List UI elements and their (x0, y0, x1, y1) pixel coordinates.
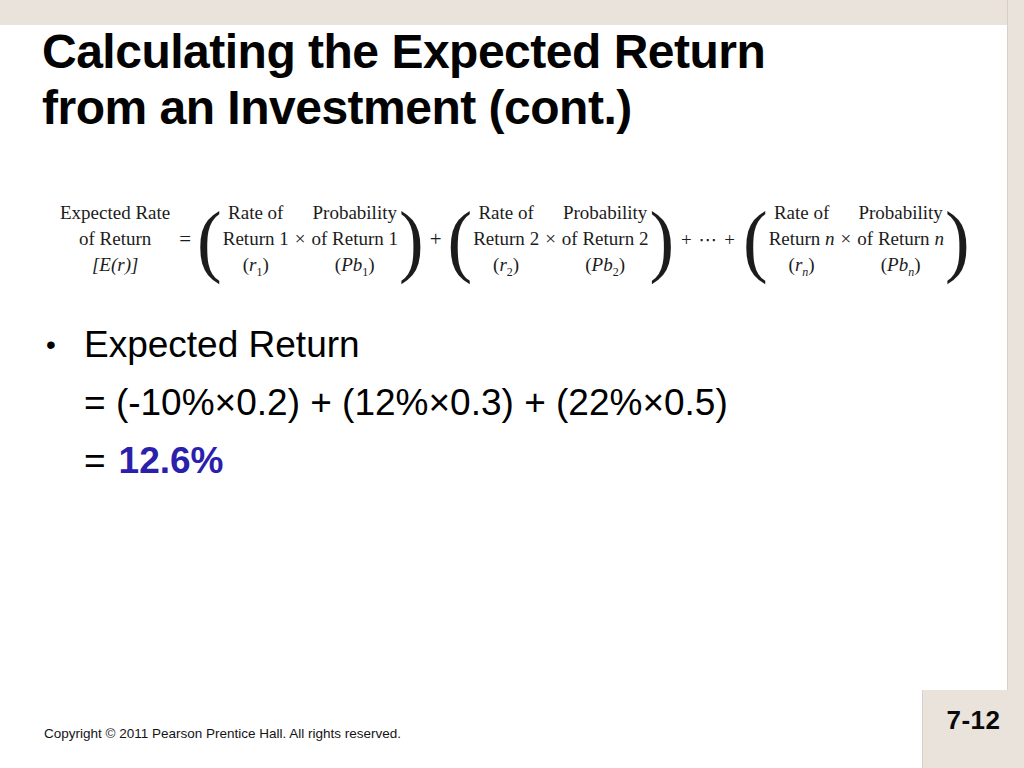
ellipsis-plus: + ⋯ + (681, 228, 736, 251)
prob-line1: Probability (313, 200, 397, 226)
plus-sign: + (430, 227, 442, 252)
bullet-marker: • (46, 329, 84, 361)
slide-title: Calculating the Expected Return from an … (42, 24, 765, 136)
prob-line2: of Return 2 (562, 226, 649, 252)
formula-lhs: Expected Rate of Return [E(r)] (60, 200, 170, 278)
prob-line2: of Return n (857, 226, 944, 252)
copyright-notice: Copyright © 2011 Pearson Prentice Hall. … (44, 726, 401, 741)
multiply-sign: × (841, 228, 852, 250)
page-number-box: 7-12 (922, 690, 1024, 768)
formula-rate-term-1: Rate of Return 1 (r1) (223, 200, 289, 278)
rate-line1: Rate of (228, 200, 283, 226)
multiply-sign: × (295, 228, 306, 250)
formula-lhs-line1: Expected Rate (60, 200, 170, 226)
formula-prob-term-1: Probability of Return 1 (Pb1) (311, 200, 398, 278)
close-paren: ) (649, 198, 674, 279)
rate-line1: Rate of (774, 200, 829, 226)
open-paren: ( (743, 198, 768, 279)
formula-lhs-symbol: [E(r)] (92, 252, 138, 278)
rate-line1: Rate of (478, 200, 533, 226)
prob-symbol: (Pb1) (335, 252, 375, 278)
prob-symbol: (Pbn) (881, 252, 921, 278)
multiply-sign: × (545, 228, 556, 250)
rate-symbol: (r1) (243, 252, 269, 278)
result-value: 12.6% (119, 440, 224, 482)
formula-rate-term-n: Rate of Return n (rn) (769, 200, 835, 278)
formula-prob-term-n: Probability of Return n (Pbn) (857, 200, 944, 278)
close-paren: ) (399, 198, 424, 279)
formula-prob-term-2: Probability of Return 2 (Pb2) (562, 200, 649, 278)
open-paren: ( (448, 198, 473, 279)
rate-line2: Return n (769, 226, 835, 252)
open-paren: ( (197, 198, 222, 279)
rate-symbol: (rn) (789, 252, 815, 278)
prob-line2: of Return 1 (311, 226, 398, 252)
rate-symbol: (r2) (493, 252, 519, 278)
rate-line2: Return 1 (223, 226, 289, 252)
right-border-strip (1007, 0, 1024, 768)
slide-title-line2: from an Investment (cont.) (42, 80, 765, 136)
equals-sign: = (179, 227, 191, 252)
prob-line1: Probability (563, 200, 647, 226)
page-number: 7-12 (946, 705, 1000, 736)
calculation-line: = (-10%×0.2) + (12%×0.3) + (22%×0.5) (84, 374, 728, 432)
top-border-strip (0, 0, 1024, 25)
close-paren: ) (945, 198, 970, 279)
expected-return-formula: Expected Rate of Return [E(r)] = ( Rate … (60, 200, 967, 278)
result-line: = 12.6% (84, 432, 728, 490)
formula-rate-term-2: Rate of Return 2 (r2) (473, 200, 539, 278)
bullet-text: Expected Return (84, 324, 360, 366)
bullet-line-1: • Expected Return (46, 316, 728, 374)
prob-symbol: (Pb2) (585, 252, 625, 278)
rate-line2: Return 2 (473, 226, 539, 252)
slide-title-line1: Calculating the Expected Return (42, 24, 765, 80)
bullet-body: • Expected Return = (-10%×0.2) + (12%×0.… (46, 316, 728, 490)
result-equals: = (84, 440, 106, 482)
prob-line1: Probability (858, 200, 942, 226)
formula-lhs-line2: of Return (79, 226, 151, 252)
